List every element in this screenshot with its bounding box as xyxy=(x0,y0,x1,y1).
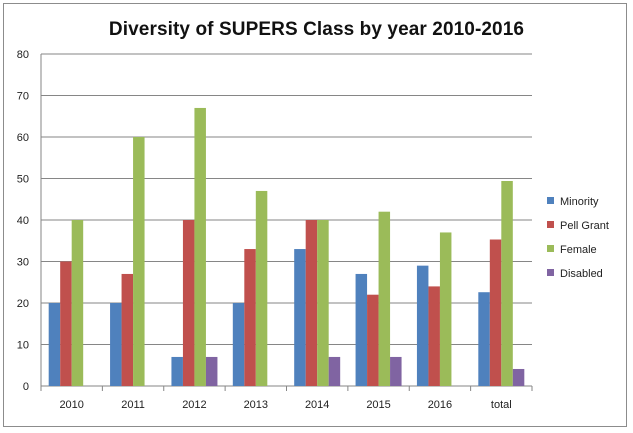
bar-disabled xyxy=(512,368,525,386)
bar-female xyxy=(194,107,206,386)
bar-pell-grant xyxy=(367,294,379,386)
bar-female xyxy=(255,190,268,386)
bar-disabled xyxy=(390,356,402,386)
bar-female xyxy=(133,137,145,386)
bar-female xyxy=(501,180,513,386)
y-tick-label: 70 xyxy=(17,91,29,103)
y-tick-label: 50 xyxy=(17,174,29,186)
bar-female xyxy=(317,220,329,386)
x-tick-label: 2014 xyxy=(305,399,329,411)
bar-minority xyxy=(48,303,61,386)
legend: Minority Pell Grant Female Disabled xyxy=(547,196,609,280)
bar-pell-grant xyxy=(121,273,134,386)
y-tick-label: 80 xyxy=(17,49,29,61)
x-tick-label: 2013 xyxy=(244,399,268,411)
legend-label: Disabled xyxy=(560,268,603,280)
bar-female xyxy=(378,211,391,386)
bar-pell-grant xyxy=(428,286,440,386)
x-tick-label: 2016 xyxy=(428,399,452,411)
x-axis-ticks: 2010 2011 2012 2013 2014 2015 2016 total xyxy=(40,386,533,411)
legend-swatch xyxy=(547,269,554,276)
bar-minority xyxy=(478,292,490,386)
y-tick-label: 10 xyxy=(17,340,29,352)
bar-pell-grant xyxy=(489,239,502,386)
bar-minority xyxy=(294,249,306,386)
bar-minority xyxy=(355,273,368,386)
legend-swatch xyxy=(547,197,554,204)
bar-pell-grant xyxy=(244,249,256,386)
x-tick-label: 2011 xyxy=(121,399,145,411)
bar-pell-grant xyxy=(182,220,195,386)
x-tick-label: 2010 xyxy=(59,399,83,411)
legend-swatch xyxy=(547,245,554,252)
bar-minority xyxy=(232,303,245,386)
bar-disabled xyxy=(328,356,341,386)
y-tick-label: 0 xyxy=(23,381,29,393)
bar-disabled xyxy=(205,356,218,386)
bar-pell-grant xyxy=(305,220,318,386)
legend-label: Minority xyxy=(560,196,599,208)
bar-minority xyxy=(110,303,122,386)
chart-title: Diversity of SUPERS Class by year 2010-2… xyxy=(108,19,525,40)
x-tick-label: 2012 xyxy=(182,399,206,411)
legend-swatch xyxy=(547,221,554,228)
bar-female xyxy=(71,220,84,386)
y-tick-label: 30 xyxy=(17,257,29,269)
x-tick-label: 2015 xyxy=(366,399,390,411)
bar-pell-grant xyxy=(60,261,72,386)
y-tick-label: 40 xyxy=(17,215,29,227)
y-tick-label: 20 xyxy=(17,298,29,310)
bar-minority xyxy=(416,265,429,386)
bar-minority xyxy=(171,356,183,386)
legend-label: Pell Grant xyxy=(560,220,609,232)
bars xyxy=(48,107,525,386)
y-axis-ticks: 0 10 20 30 40 50 60 70 80 xyxy=(17,49,29,393)
y-tick-label: 60 xyxy=(17,132,29,144)
legend-label: Female xyxy=(560,244,597,256)
x-tick-label: total xyxy=(491,399,512,411)
bar-female xyxy=(439,232,452,386)
